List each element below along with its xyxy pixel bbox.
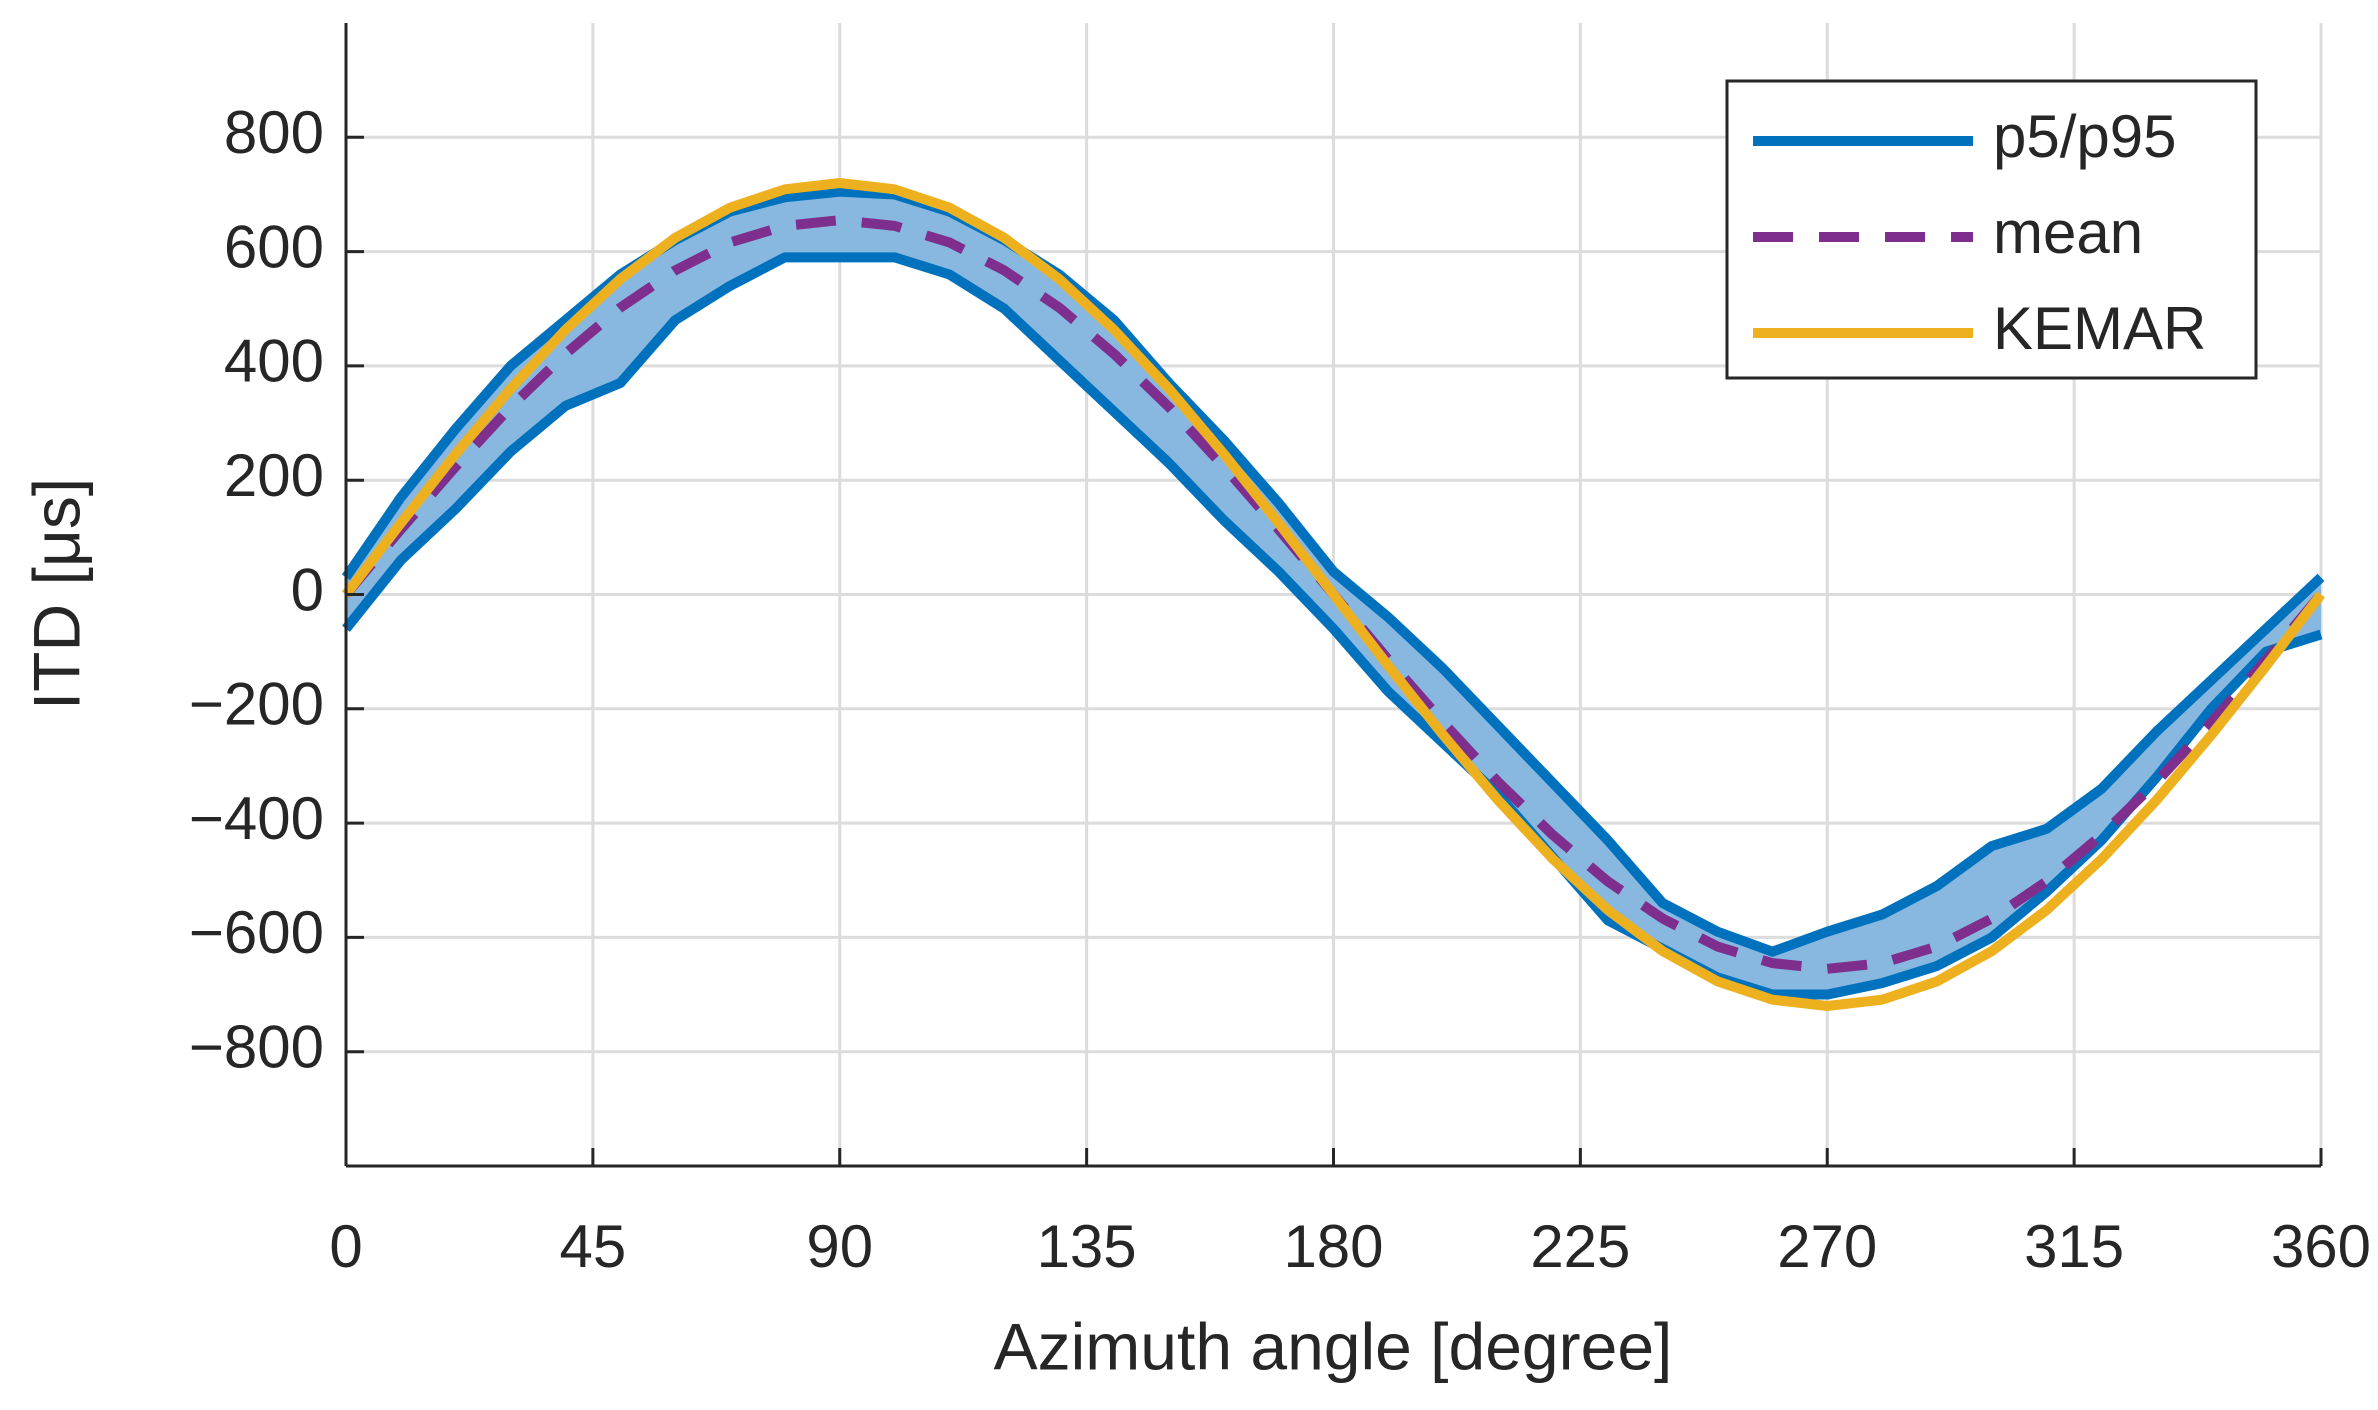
x-axis-label: Azimuth angle [degree] [994,1309,1673,1383]
y-tick-label: 600 [224,213,324,280]
legend-label: KEMAR [1993,295,2206,362]
legend-label: mean [1993,199,2143,266]
x-tick-label: 90 [806,1213,873,1280]
y-tick-label: −400 [189,785,324,852]
y-tick-label: 800 [224,99,324,166]
x-tick-label: 360 [2271,1213,2371,1280]
x-tick-label: 270 [1777,1213,1877,1280]
x-tick-label: 315 [2024,1213,2124,1280]
y-tick-label: −200 [189,671,324,738]
plot-area [341,178,2325,1011]
y-tick-label: −600 [189,899,324,966]
line [342,178,2325,1011]
x-tick-label: 225 [1530,1213,1630,1280]
legend-label: p5/p95 [1993,103,2177,170]
x-tick-label: 180 [1283,1213,1383,1280]
y-tick-label: 200 [224,442,324,509]
y-tick-label: −800 [189,1014,324,1081]
x-tick-label: 45 [560,1213,627,1280]
x-tick-label: 0 [329,1213,362,1280]
y-tick-label: 400 [224,328,324,395]
y-tick-label: 0 [291,556,324,623]
y-axis-label: ITD [μs] [19,478,93,710]
line-lower [342,252,2323,1000]
x-tick-label: 135 [1037,1213,1137,1280]
